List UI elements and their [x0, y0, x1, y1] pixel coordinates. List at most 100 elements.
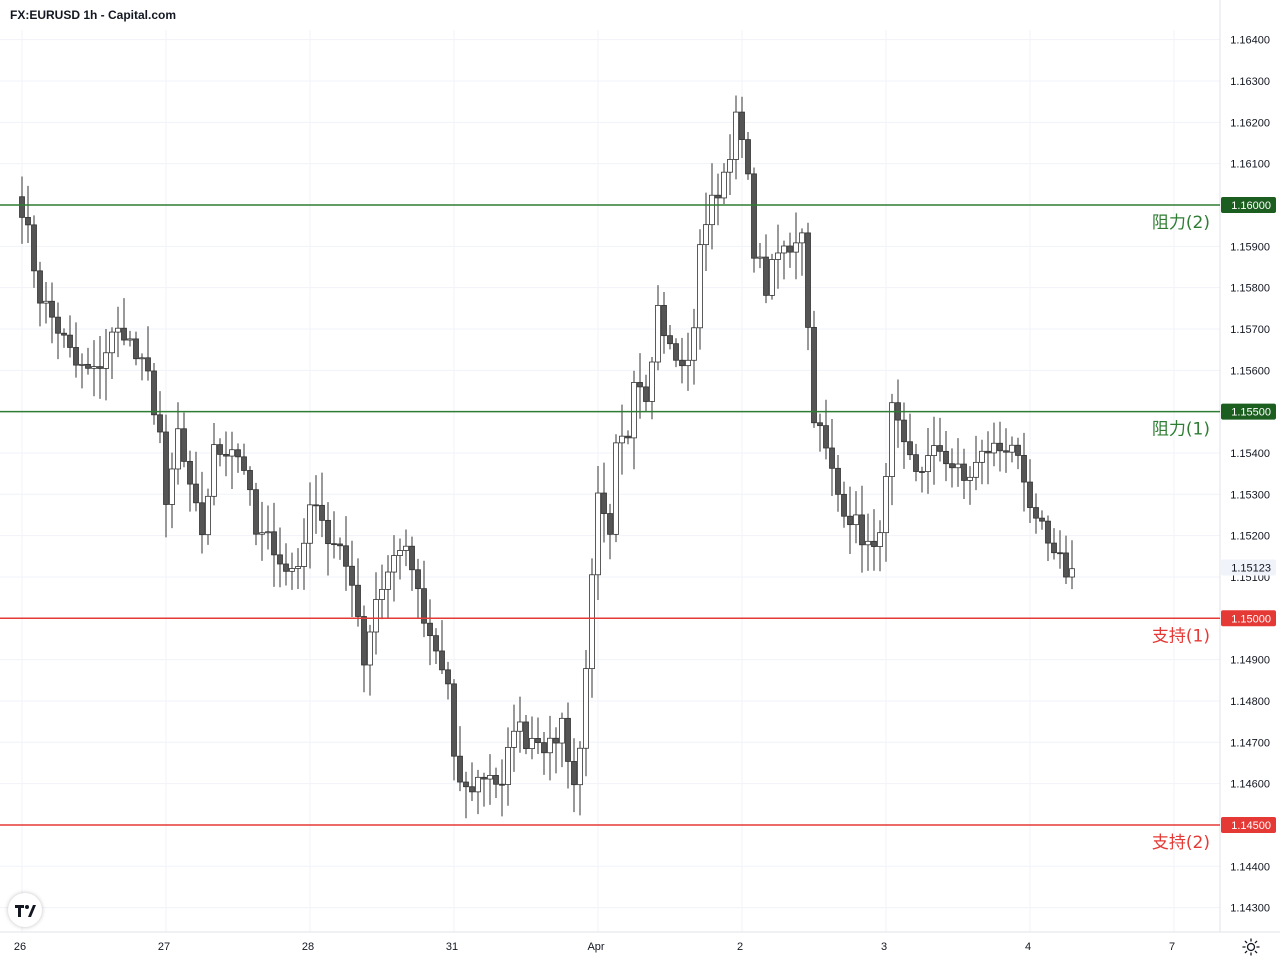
- candle-body: [649, 361, 655, 402]
- candle-body: [817, 422, 823, 427]
- candle-body: [787, 245, 793, 253]
- candle-body: [1033, 507, 1039, 519]
- candle-body: [541, 742, 547, 754]
- x-tick-label: 26: [14, 941, 26, 953]
- candle-body: [91, 366, 97, 369]
- candle-body: [31, 224, 37, 272]
- candle-body: [469, 786, 475, 793]
- candle-body: [505, 746, 511, 785]
- candle-body: [667, 335, 673, 345]
- candle-body: [295, 566, 301, 569]
- current-price-label: 1.15123: [1231, 562, 1271, 574]
- candle-body: [349, 565, 355, 586]
- candle-body: [607, 513, 613, 535]
- candle-body: [205, 495, 211, 536]
- candle-body: [55, 316, 61, 334]
- candle-body: [661, 305, 667, 337]
- candle-body: [823, 425, 829, 449]
- candle-body: [199, 502, 205, 536]
- candle-body: [775, 252, 781, 260]
- y-tick-label: 1.16200: [1230, 117, 1270, 129]
- candle-body: [739, 111, 745, 141]
- candle-body: [493, 775, 499, 785]
- candle-body: [241, 456, 247, 471]
- candle-body: [277, 554, 283, 565]
- candle-body: [601, 492, 607, 514]
- candle-body: [145, 357, 151, 372]
- candle-body: [697, 244, 703, 329]
- candle-body: [979, 450, 985, 463]
- x-tick-label: 3: [881, 941, 887, 953]
- candle-body: [415, 569, 421, 590]
- candle-body: [181, 428, 187, 462]
- candle-body: [259, 532, 265, 535]
- candle-body: [61, 332, 67, 336]
- candle-body: [805, 232, 811, 328]
- candle-body: [757, 256, 763, 259]
- candle-body: [253, 489, 259, 535]
- candle-body: [229, 449, 235, 457]
- candle-body: [109, 331, 115, 354]
- candle-body: [397, 550, 403, 556]
- settings-sun-icon[interactable]: [1242, 938, 1260, 956]
- candle-body: [529, 738, 535, 750]
- candle-body: [337, 543, 343, 547]
- level-price-badge: [1221, 197, 1276, 213]
- candle-body: [721, 171, 727, 199]
- candle-body: [535, 738, 541, 744]
- candle-body: [793, 242, 799, 253]
- candle-body: [949, 463, 955, 469]
- candle-body: [673, 343, 679, 361]
- candle-body: [427, 622, 433, 637]
- candle-body: [307, 504, 313, 544]
- candle-body: [1015, 444, 1021, 456]
- candle-body: [355, 584, 361, 617]
- candle-body: [931, 445, 937, 457]
- candle-body: [403, 545, 409, 551]
- candle-body: [19, 196, 25, 218]
- y-tick-label: 1.14600: [1230, 779, 1270, 791]
- level-name: 阻力(1): [1152, 420, 1210, 440]
- candle-body: [331, 543, 337, 546]
- candle-body: [283, 563, 289, 572]
- candle-body: [1009, 444, 1015, 453]
- candle-body: [1051, 542, 1057, 554]
- level-price-label: 1.16000: [1231, 200, 1271, 212]
- candle-body: [829, 447, 835, 469]
- candle-body: [523, 721, 529, 750]
- y-tick-label: 1.15600: [1230, 365, 1270, 377]
- candle-body: [901, 419, 907, 443]
- candle-body: [127, 338, 133, 341]
- candle-body: [799, 232, 805, 244]
- candle-body: [727, 159, 733, 173]
- x-tick-label: 7: [1169, 941, 1175, 953]
- candle-body: [379, 588, 385, 600]
- candle-body: [481, 776, 487, 780]
- candle-body: [163, 431, 169, 505]
- candle-body: [715, 194, 721, 199]
- candle-body: [97, 366, 103, 369]
- candle-body: [499, 783, 505, 786]
- candle-body: [151, 370, 157, 416]
- candle-body: [1039, 517, 1045, 522]
- candle-body: [247, 470, 253, 491]
- candle-body: [451, 683, 457, 757]
- candle-body: [385, 571, 391, 590]
- candle-body: [751, 173, 757, 259]
- y-tick-label: 1.15900: [1230, 241, 1270, 253]
- x-tick-label: 4: [1025, 941, 1031, 953]
- candle-body: [991, 442, 997, 454]
- y-tick-label: 1.16400: [1230, 35, 1270, 47]
- candle-body: [853, 514, 859, 526]
- tradingview-logo-icon[interactable]: [8, 893, 42, 927]
- candle-body: [67, 334, 73, 348]
- level-price-badge: [1221, 816, 1276, 833]
- candle-body: [319, 504, 325, 521]
- candle-body: [643, 386, 649, 402]
- candle-body: [985, 450, 991, 454]
- candle-body: [193, 483, 199, 504]
- candle-body: [1027, 481, 1033, 508]
- y-tick-label: 1.15800: [1230, 283, 1270, 295]
- candle-body: [769, 259, 775, 296]
